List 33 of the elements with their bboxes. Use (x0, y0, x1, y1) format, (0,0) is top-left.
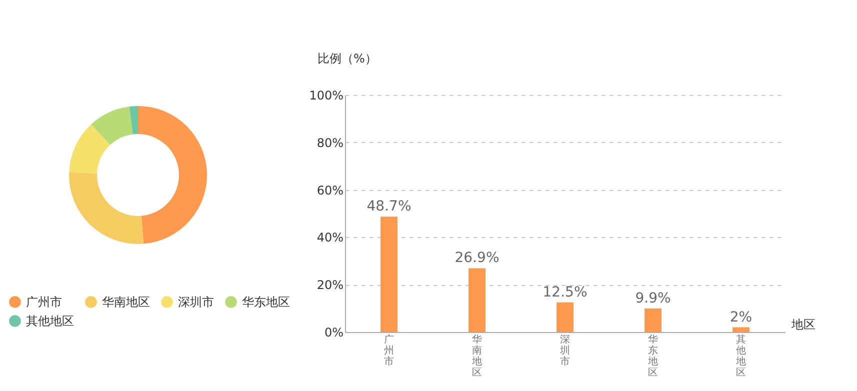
y-tick-label: 0% (324, 326, 344, 340)
x-tick-label: 华南地区 (471, 334, 482, 378)
data-label: 12.5% (542, 284, 588, 300)
bar (644, 308, 662, 332)
bar (468, 268, 486, 332)
donut-slice (69, 172, 144, 244)
x-tick-label: 其他地区 (735, 334, 746, 378)
donut-slice (69, 124, 110, 174)
x-tick-label: 深圳市 (559, 334, 570, 368)
data-label: 2% (730, 309, 752, 326)
data-label: 26.9% (454, 250, 500, 266)
x-axis-title: 地区 (790, 318, 816, 332)
legend-label: 其他地区 (26, 314, 74, 328)
y-tick-label: 20% (316, 278, 344, 292)
y-tick-label: 100% (309, 88, 344, 102)
legend-label: 广州市 (26, 295, 62, 309)
y-tick-label: 40% (316, 230, 344, 245)
y-tick-label: 60% (316, 183, 344, 198)
bar (556, 302, 574, 332)
donut-slice (91, 106, 133, 145)
x-tick-label: 华东地区 (647, 334, 658, 378)
y-tick-label: 80% (316, 136, 344, 150)
legend-label: 华东地区 (242, 295, 290, 309)
donut-slice (138, 106, 207, 244)
x-tick-label: 广州市 (384, 334, 394, 368)
y-axis-title: 比例（%） (318, 52, 377, 66)
bar (380, 216, 398, 332)
data-label: 9.9% (635, 290, 671, 307)
legend-label: 深圳市 (178, 295, 214, 309)
legend-label: 华南地区 (102, 295, 150, 309)
donut-slice (129, 106, 138, 134)
data-label: 48.7% (366, 198, 412, 215)
bar (732, 327, 750, 332)
